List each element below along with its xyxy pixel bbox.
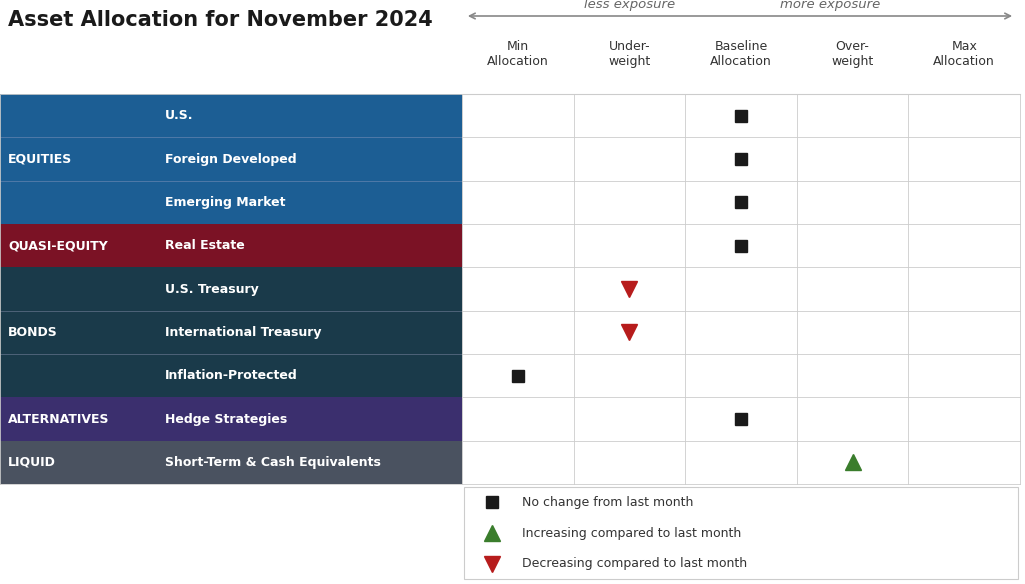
Text: Over-
weight: Over- weight [831, 40, 873, 68]
Text: Asset Allocation for November 2024: Asset Allocation for November 2024 [8, 10, 433, 30]
Text: No change from last month: No change from last month [522, 496, 693, 509]
Text: LIQUID: LIQUID [8, 456, 56, 469]
Text: BONDS: BONDS [8, 326, 57, 339]
Text: U.S.: U.S. [165, 109, 194, 122]
Text: Foreign Developed: Foreign Developed [165, 152, 296, 165]
Text: U.S. Treasury: U.S. Treasury [165, 283, 258, 296]
Bar [0, 397, 462, 441]
Text: Increasing compared to last month: Increasing compared to last month [522, 527, 741, 540]
Text: ALTERNATIVES: ALTERNATIVES [8, 412, 110, 426]
Text: Real Estate: Real Estate [165, 239, 245, 252]
Text: Under-
weight: Under- weight [608, 40, 651, 68]
Text: QUASI-EQUITY: QUASI-EQUITY [8, 239, 108, 252]
Text: EQUITIES: EQUITIES [8, 152, 72, 165]
Text: Decreasing compared to last month: Decreasing compared to last month [522, 557, 747, 570]
Text: more exposure: more exposure [780, 0, 880, 11]
Text: Emerging Market: Emerging Market [165, 196, 286, 209]
Text: Baseline
Allocation: Baseline Allocation [710, 40, 772, 68]
Text: Inflation-Protected: Inflation-Protected [165, 369, 297, 382]
Text: Min
Allocation: Min Allocation [487, 40, 548, 68]
Text: less exposure: less exposure [584, 0, 674, 11]
Bar [0, 94, 462, 224]
Bar [464, 487, 1018, 579]
Bar [0, 441, 462, 484]
Text: Max
Allocation: Max Allocation [934, 40, 995, 68]
Text: Hedge Strategies: Hedge Strategies [165, 412, 287, 426]
Bar [0, 267, 462, 397]
Bar [0, 224, 462, 267]
Text: International Treasury: International Treasury [165, 326, 322, 339]
Text: Short-Term & Cash Equivalents: Short-Term & Cash Equivalents [165, 456, 381, 469]
